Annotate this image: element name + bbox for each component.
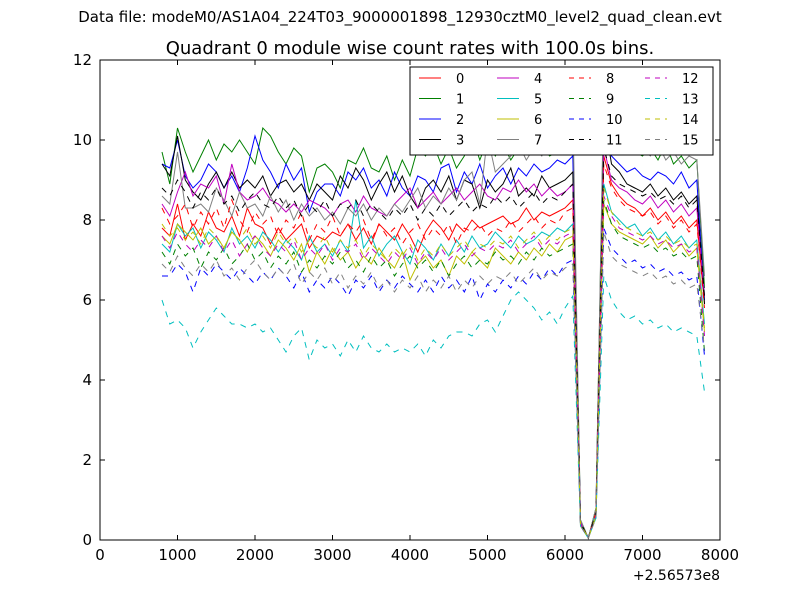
x-offset-label: +2.56573e8 [633, 568, 720, 584]
legend-label-11: 11 [606, 134, 623, 149]
x-tick-label: 4000 [391, 546, 429, 564]
series-line-9 [161, 199, 705, 540]
y-tick-label: 12 [73, 51, 92, 69]
legend-box [409, 66, 714, 156]
legend-label-12: 12 [682, 72, 699, 87]
series-line-8 [161, 163, 705, 540]
legend-label-15: 15 [682, 134, 699, 149]
series-line-11 [161, 147, 705, 540]
ticks-layer: 0 1000 2000 3000 4000 5000 6000 7000 80000246810… [73, 51, 739, 564]
legend-label-0: 0 [456, 72, 464, 87]
x-tick-label: 1000 [158, 546, 196, 564]
legend-label-3: 3 [456, 134, 464, 149]
series-line-1 [161, 95, 705, 540]
legend-label-10: 10 [606, 113, 623, 128]
x-tick-label: 2000 [236, 546, 274, 564]
legend-label-5: 5 [534, 93, 542, 108]
legend-label-8: 8 [606, 72, 614, 87]
series-line-5 [161, 183, 705, 540]
x-tick-label: 0 [95, 546, 105, 564]
figure-suptitle: Data file: modeM0/AS1A04_224T03_90000018… [78, 8, 722, 26]
x-tick-label: 5000 [468, 546, 506, 564]
series-line-12 [161, 195, 705, 540]
y-tick-label: 6 [82, 291, 92, 309]
legend-label-13: 13 [682, 93, 699, 108]
series-line-4 [161, 147, 705, 540]
series-line-10 [162, 227, 705, 540]
legend-label-7: 7 [534, 134, 542, 149]
legend-label-4: 4 [534, 72, 542, 87]
x-tick-label: 8000 [701, 546, 739, 564]
series-line-0 [161, 155, 705, 540]
series-layer [161, 83, 705, 540]
legend-label-14: 14 [682, 113, 699, 128]
legend-label-2: 2 [456, 113, 464, 128]
legend-label-6: 6 [534, 113, 542, 128]
x-tick-label: 3000 [313, 546, 351, 564]
series-line-6 [161, 203, 705, 540]
y-tick-label: 8 [82, 211, 92, 229]
x-tick-label: 7000 [623, 546, 661, 564]
series-line-15 [161, 231, 705, 540]
series-line-3 [161, 115, 705, 540]
y-tick-label: 2 [82, 451, 92, 469]
series-line-2 [161, 119, 705, 540]
legend-label-9: 9 [606, 93, 614, 108]
y-tick-label: 10 [73, 131, 92, 149]
y-tick-label: 0 [82, 531, 92, 549]
series-line-13 [161, 275, 705, 540]
y-tick-label: 4 [82, 371, 92, 389]
x-tick-label: 6000 [546, 546, 584, 564]
legend-label-1: 1 [456, 93, 464, 108]
chart-title: Quadrant 0 module wise count rates with … [166, 38, 655, 59]
